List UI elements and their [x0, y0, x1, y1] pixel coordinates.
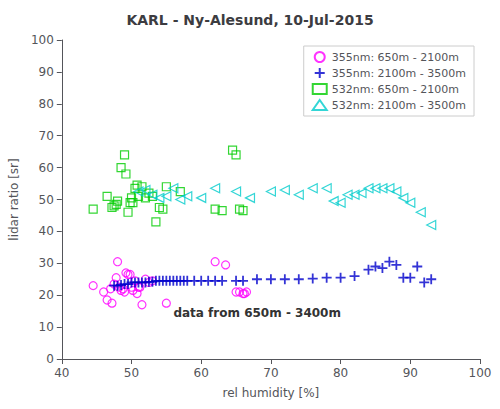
svg-text:90: 90 — [403, 366, 418, 380]
svg-text:80: 80 — [39, 97, 54, 111]
svg-text:data from 650m - 3400m: data from 650m - 3400m — [173, 306, 341, 320]
svg-text:355nm: 650m - 2100m: 355nm: 650m - 2100m — [332, 51, 459, 64]
svg-text:60: 60 — [39, 161, 54, 175]
svg-text:90: 90 — [39, 65, 54, 79]
svg-text:50: 50 — [39, 193, 54, 207]
svg-text:KARL - Ny-Alesund, 10-Jul-2015: KARL - Ny-Alesund, 10-Jul-2015 — [126, 12, 373, 28]
svg-text:532nm: 2100m - 3500m: 532nm: 2100m - 3500m — [332, 99, 466, 112]
svg-text:100: 100 — [31, 33, 54, 47]
svg-text:30: 30 — [39, 256, 54, 270]
svg-text:70: 70 — [39, 129, 54, 143]
svg-text:10: 10 — [39, 320, 54, 334]
svg-text:40: 40 — [39, 224, 54, 238]
svg-text:60: 60 — [194, 366, 209, 380]
svg-text:80: 80 — [333, 366, 348, 380]
svg-text:rel humidity [%]: rel humidity [%] — [223, 386, 320, 400]
svg-text:50: 50 — [124, 366, 139, 380]
svg-text:20: 20 — [39, 288, 54, 302]
svg-text:40: 40 — [54, 366, 69, 380]
svg-text:355nm: 2100m - 3500m: 355nm: 2100m - 3500m — [332, 67, 466, 80]
svg-text:lidar ratio [sr]: lidar ratio [sr] — [7, 158, 21, 240]
svg-text:70: 70 — [263, 366, 278, 380]
svg-text:532nm: 650m - 2100m: 532nm: 650m - 2100m — [332, 83, 459, 96]
svg-text:0: 0 — [46, 352, 54, 366]
svg-text:100: 100 — [469, 366, 492, 380]
